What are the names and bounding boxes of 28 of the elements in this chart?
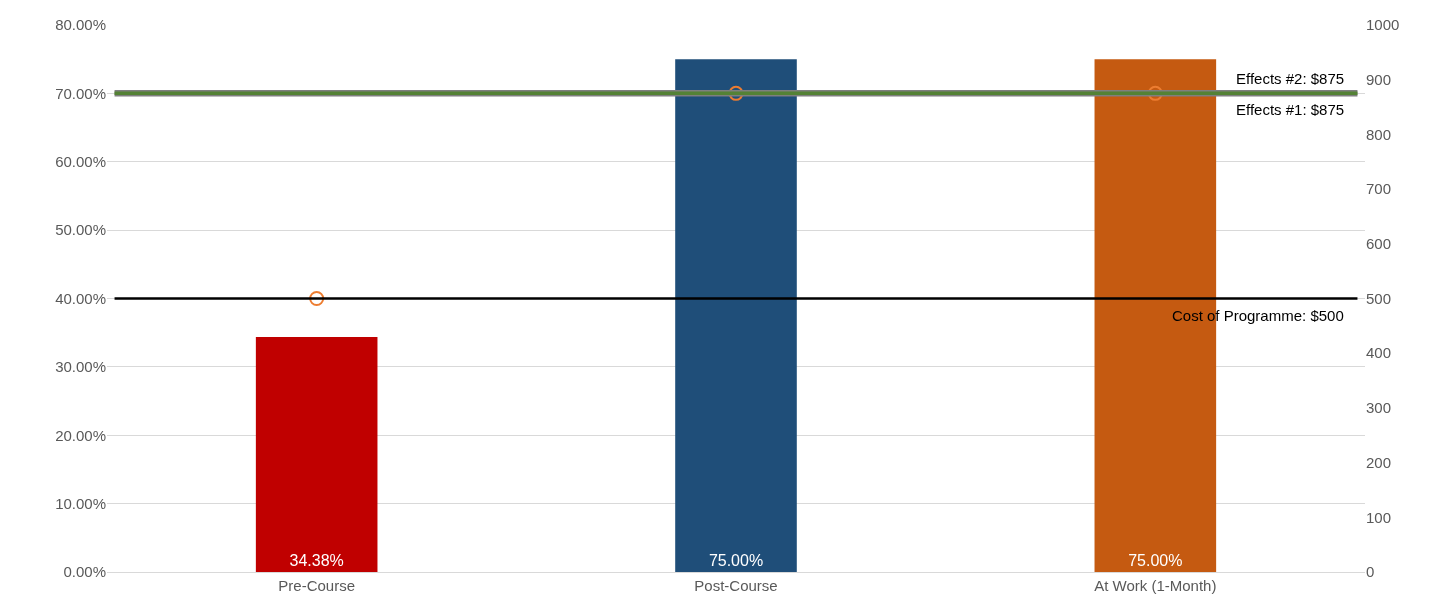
- data-label: 34.38%: [289, 552, 344, 569]
- x-tick-label: Post-Course: [694, 577, 778, 594]
- y2-tick-label: 100: [1366, 508, 1392, 526]
- y-tick-label: 60.00%: [55, 153, 106, 170]
- x-tick-label: At Work (1-Month): [1094, 577, 1217, 594]
- ref-line-label: Effects #1: $875: [1236, 101, 1345, 118]
- y-tick-label: 30.00%: [55, 358, 106, 376]
- y-tick-label: 0.00%: [63, 563, 106, 581]
- y2-tick-label: 200: [1366, 453, 1392, 471]
- y2-tick-label: 1000: [1366, 16, 1400, 34]
- y-tick-label: 20.00%: [55, 426, 106, 444]
- y-tick-label: 40.00%: [55, 289, 106, 307]
- y2-tick-label: 400: [1366, 344, 1392, 362]
- y2-tick-label: 600: [1366, 235, 1392, 253]
- ref-line-label: Effects #2: $875: [1236, 70, 1345, 87]
- y2-tick-label: 300: [1366, 399, 1392, 417]
- y-tick-label: 50.00%: [55, 221, 106, 239]
- y2-tick-label: 800: [1366, 125, 1392, 143]
- y-tick-label: 10.00%: [55, 494, 106, 512]
- data-label: 75.00%: [708, 552, 764, 569]
- y2-tick-label: 500: [1366, 289, 1392, 307]
- data-label: 75.00%: [1128, 552, 1183, 569]
- y-tick-label: 70.00%: [55, 84, 106, 102]
- y2-tick-label: 0: [1366, 563, 1375, 581]
- x-tick-label: Pre-Course: [278, 577, 356, 594]
- y2-tick-label: 700: [1366, 180, 1392, 198]
- y2-tick-label: 900: [1366, 70, 1392, 88]
- y-tick-label: 80.00%: [55, 16, 106, 34]
